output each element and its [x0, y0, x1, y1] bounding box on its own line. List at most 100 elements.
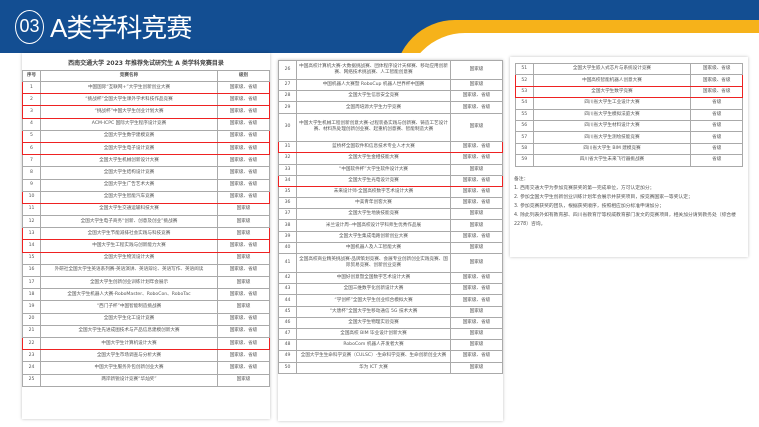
table-row: 41 全国高校商业精英挑战赛-品牌策划竞赛、会展专业创新创业实践竞赛、国际贸易竞…: [278, 253, 503, 274]
table-row: 58 四川省大学生 BIM 建模竞赛 省级: [514, 142, 744, 156]
competition-name: 中美青年创客大赛: [296, 197, 451, 210]
competition-name: 全国大学生市场调查与分析大赛: [40, 349, 218, 363]
competition-name: 四川省大学生 BIM 建模竞赛: [532, 142, 692, 156]
row-number: 50: [278, 361, 297, 374]
table-row: 10 全国大学生智能汽车竞赛 国家级、省级: [22, 190, 270, 204]
table-row: 9 全国大学生广告艺术大赛 国家级、省级: [22, 178, 270, 192]
competition-name: 全国大学生光电设计竞赛: [296, 174, 451, 187]
competition-level: 国家级、省级: [217, 80, 270, 95]
table-row: 1 中国国际“互联网+”大学生创新创业大赛 国家级、省级: [22, 80, 270, 95]
row-number: 29: [278, 101, 297, 114]
competition-level: 国家级、省级: [217, 361, 270, 375]
competition-name: 全国大学生电子商务“创新、创意及创业”挑战赛: [40, 215, 218, 229]
section-number: 03: [15, 10, 44, 44]
competition-name: 四川省大学生测绘技能竞赛: [532, 131, 692, 144]
competition-level: 国家级: [450, 327, 503, 341]
row-number: 13: [22, 227, 41, 241]
table-row: 21 全国大学生先进成图技术与产品信息建模创新大赛 国家级、省级: [22, 324, 270, 338]
table-row: 49 全国大学生生命科学竞赛（CULSC）-生命科学竞赛、生命创新创业大赛 国家…: [278, 350, 503, 363]
row-number: 25: [22, 373, 41, 387]
competition-name: 全国三维数字化创新设计大赛: [296, 283, 451, 296]
competition-name: 全国大学生交通运输科技大赛: [40, 202, 218, 217]
table-row: 56 四川省大学生材料设计大赛 省级: [514, 119, 744, 133]
competition-name: 华为 ICT 大赛: [296, 361, 451, 374]
competition-name: 全国大学生数学建模竞赛: [40, 129, 218, 143]
table-row: 22 中国大学生计算机设计大赛 国家级、省级: [22, 336, 270, 351]
row-number: 56: [514, 119, 534, 133]
competition-name: 中国高校智能机器人创意大赛: [532, 74, 692, 87]
competition-level: 国家级: [217, 227, 270, 241]
competition-level: 国家级、省级: [217, 288, 270, 302]
competition-level: 国家级: [450, 79, 503, 92]
slide-title: A类学科竞赛: [50, 13, 192, 43]
table-row: 27 中国机器人大赛暨 RoboCup 机器人世界杯中国赛 国家级: [278, 79, 503, 92]
row-number: 52: [514, 74, 534, 87]
competition-name: 全国高校商业精英挑战赛-品牌策划竞赛、会展专业创新创业实践竞赛、国际贸易竞赛、创…: [296, 253, 451, 274]
table-row: 38 米兰设计周--中国高校设计学科师生优秀作品展 国家级: [278, 219, 503, 232]
table-row: 2 “挑战杯”全国大学生课外学术科技作品竞赛 国家级、省级: [22, 93, 270, 107]
document-page-3: 51 全国大学生嵌入式芯片与系统设计竞赛 国家级、省级 52 中国高校智能机器人…: [510, 57, 748, 257]
table-row: 7 全国大学生机械创新设计大赛 国家级、省级: [22, 154, 270, 168]
competition-name: 全国大学生广告艺术大赛: [40, 178, 218, 192]
competition-name: “中国软件杯”大学生软件设计大赛: [296, 163, 451, 176]
competition-level: 国家级、省级: [450, 90, 503, 103]
row-number: 36: [278, 197, 297, 210]
competition-level: 国家级: [450, 305, 503, 318]
competition-name: 全国大学生机器人大赛-RoboMaster、RoboCon、RoboTac: [40, 288, 218, 302]
competition-level: 国家级、省级: [217, 105, 270, 119]
competition-name: 全国大学生机械创新设计大赛: [40, 154, 218, 168]
table-row: 39 全国大学生集成电路创新创业大赛 国家级、省级: [278, 230, 503, 243]
table-row: 34 全国大学生光电设计竞赛 国家级、省级: [278, 174, 503, 187]
table-row: 15 全国大学生物流设计大赛 国家级: [22, 251, 270, 265]
competition-name: 全国大学生物流设计大赛: [40, 251, 218, 265]
document-page-1: 西南交通大学 2023 年推荐免试研究生 A 类学科竞赛目录 序号 竞赛名称 级别 …: [22, 53, 270, 419]
competition-table-3: 51 全国大学生嵌入式芯片与系统设计竞赛 国家级、省级 52 中国高校智能机器人…: [514, 62, 744, 167]
row-number: 18: [22, 288, 41, 302]
table-row: 25 两岸新锐设计竞赛“华灿奖” 国家级: [22, 373, 270, 387]
row-number: 37: [278, 208, 297, 221]
competition-name: 全国大学生数学竞赛: [532, 85, 692, 99]
table-row: 19 “西门子杯”中国智能制造挑战赛 国家级: [22, 300, 270, 314]
competition-level: 省级: [690, 119, 744, 133]
column-header: 序号: [22, 70, 41, 82]
competition-level: 省级: [690, 142, 744, 156]
competition-name: 全国大学生集成电路创新创业大赛: [296, 230, 451, 243]
table-row: 47 全国高校 BIM 毕业设计创新大赛 国家级: [278, 327, 503, 341]
competition-level: 省级: [690, 131, 744, 144]
row-number: 19: [22, 300, 41, 314]
row-number: 24: [22, 361, 41, 375]
note-item: 3. 参加竞赛获奖的团队，根据获奖顺序，按照相应加分标准申请加分；: [514, 203, 665, 209]
row-number: 42: [278, 272, 297, 285]
table-row: 3 “挑战杯”中国大学生创业计划大赛 国家级、省级: [22, 105, 270, 119]
table-row: 14 中国大学生工程实践与创新能力大赛 国家级、省级: [22, 239, 270, 253]
competition-name: 全国大学生智能汽车竞赛: [40, 190, 218, 204]
table-row: 20 全国大学生化工设计竞赛 国家级、省级: [22, 312, 270, 326]
row-number: 54: [514, 97, 534, 110]
table-row: 16 外研社全国大学生英语系列赛-英语演讲、英语辩论、英语写作、英语阅读 国家级…: [22, 263, 270, 278]
row-number: 8: [22, 166, 41, 180]
competition-level: 国家级: [217, 215, 270, 229]
competition-name: 四川省大学生材料设计大赛: [532, 119, 692, 133]
competition-name: “挑战杯”中国大学生创业计划大赛: [40, 105, 218, 119]
table-row: 12 全国大学生电子商务“创新、创意及创业”挑战赛 国家级: [22, 215, 270, 229]
table-row: 18 全国大学生机器人大赛-RoboMaster、RoboCon、RoboTac…: [22, 288, 270, 302]
competition-name: “西门子杯”中国智能制造挑战赛: [40, 300, 218, 314]
competition-name: “大唐杯”全国大学生移动通信 5G 技术大赛: [296, 305, 451, 318]
document-title: 西南交通大学 2023 年推荐免试研究生 A 类学科竞赛目录: [68, 60, 224, 67]
table-row: 36 中美青年创客大赛 国家级、省级: [278, 197, 503, 210]
row-number: 21: [22, 324, 41, 338]
competition-name: 蓝桥杯全国软件和信息技术专业人才大赛: [296, 141, 451, 154]
competition-name: 中国国际“互联网+”大学生创新创业大赛: [40, 80, 218, 95]
competition-level: 国家级、省级: [217, 166, 270, 180]
competition-level: 国家级: [217, 300, 270, 314]
table-row: 46 全国大学生物理实验竞赛 国家级、省级: [278, 316, 503, 329]
row-number: 46: [278, 316, 297, 329]
row-number: 16: [22, 263, 41, 278]
competition-name: 全国大学生信息安全竞赛: [296, 90, 451, 103]
competition-level: 国家级、省级: [450, 197, 503, 210]
table-row: 44 “学创杯”全国大学生创业综合模拟大赛 国家级、省级: [278, 294, 503, 307]
competition-level: 国家级、省级: [217, 141, 270, 156]
competition-level: 国家级: [217, 202, 270, 217]
row-number: 34: [278, 174, 297, 187]
table-row: 59 四川省大学生未来飞行器挑战赛 省级: [514, 154, 744, 167]
